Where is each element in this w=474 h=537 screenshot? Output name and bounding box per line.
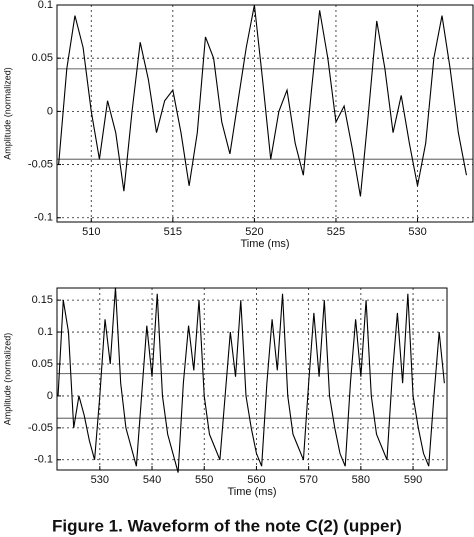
y-tick-label: 0 (47, 105, 53, 117)
y-tick-label: 0.1 (38, 326, 53, 338)
x-tick-label: 580 (352, 474, 370, 486)
x-axis-label: Time (ms) (240, 238, 289, 250)
x-tick-label: 520 (245, 226, 263, 238)
x-tick-label: 590 (404, 474, 422, 486)
x-tick-label: 515 (164, 226, 182, 238)
x-tick-label: 530 (408, 226, 426, 238)
waveform (57, 287, 445, 473)
x-axis-label: Time (ms) (227, 486, 276, 498)
y-tick-label: 0.05 (32, 358, 53, 370)
plot-frame (56, 287, 448, 471)
x-tick-label: 525 (327, 226, 345, 238)
y-axis-label: Amplitude (normalized) (2, 333, 12, 426)
y-tick-label: 0 (47, 390, 53, 402)
y-axis-label: Amplitude (normalized) (2, 67, 12, 160)
waveform (58, 4, 468, 197)
x-tick-label: 550 (195, 474, 213, 486)
x-tick-label: 560 (247, 474, 265, 486)
y-tick-label: 0.1 (38, 0, 53, 11)
x-tick-label: 540 (143, 474, 161, 486)
caption: Figure 1. Waveform of the note C(2) (upp… (52, 516, 402, 535)
y-tick-label: -0.05 (28, 158, 53, 170)
plot-frame (56, 4, 474, 223)
x-tick-label: 530 (91, 474, 109, 486)
x-tick-label: 510 (82, 226, 100, 238)
y-tick-label: -0.1 (34, 212, 53, 224)
y-tick-label: 0.15 (32, 294, 53, 306)
y-tick-label: 0.05 (32, 52, 53, 64)
y-tick-label: -0.1 (34, 454, 53, 466)
x-tick-label: 570 (299, 474, 317, 486)
y-tick-label: -0.05 (28, 422, 53, 434)
